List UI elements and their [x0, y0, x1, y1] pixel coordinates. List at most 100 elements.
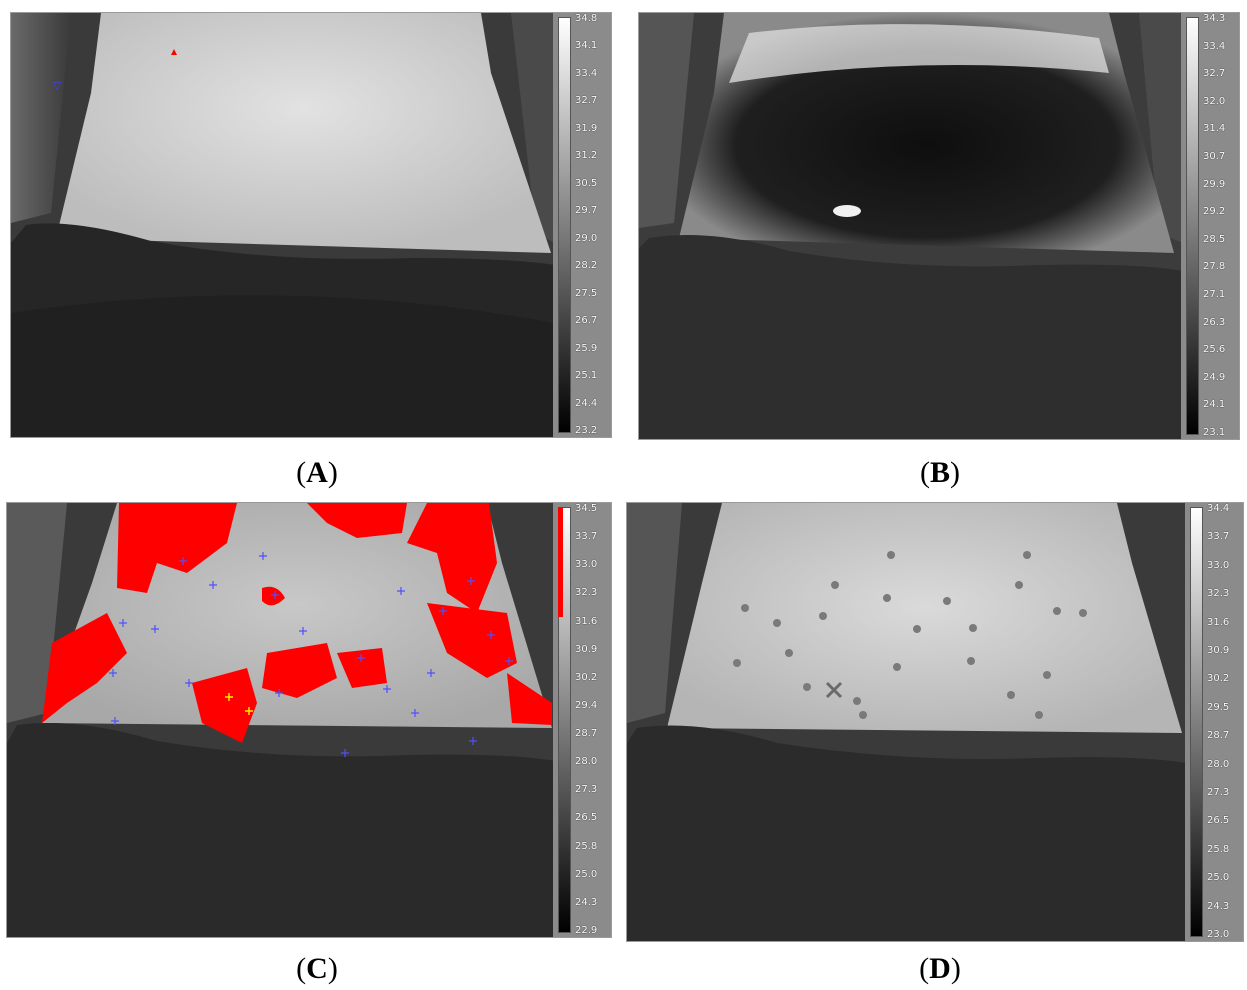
highlight-range-indicator [558, 507, 563, 617]
scale-tick-label: 30.2 [575, 671, 598, 683]
scale-tick-label: 25.1 [575, 370, 598, 382]
scale-tick-label: 29.9 [1203, 178, 1226, 190]
scale-tick-label: 26.5 [575, 812, 598, 824]
temperature-scale-b: 34.3 33.4 32.7 32.0 31.4 30.7 29.9 29.2 28.5 27.8… [1181, 13, 1239, 439]
caption-open: ( [919, 456, 930, 489]
scale-tick-label: 32.0 [1203, 95, 1226, 107]
scale-tick-label: 29.4 [575, 699, 598, 711]
scale-tick-label: 27.5 [575, 287, 598, 299]
thermal-scene-d [627, 503, 1187, 941]
scale-tick-label: 29.0 [575, 232, 598, 244]
scale-tick-label: 26.7 [575, 315, 598, 327]
scale-tick-label: 29.5 [1207, 701, 1230, 713]
caption-open: ( [919, 952, 930, 985]
scale-tick-label: 29.2 [1203, 206, 1226, 218]
caption-letter: D [929, 952, 951, 985]
scale-tick-label: 28.0 [1207, 758, 1230, 770]
scale-tick-label: 30.5 [575, 177, 598, 189]
scale-tick-label: 24.3 [1207, 900, 1230, 912]
caption-close: ) [950, 456, 960, 489]
scale-tick-label: 31.6 [575, 615, 598, 627]
scale-tick-label: 34.3 [1203, 13, 1226, 24]
scale-tick-label: 27.1 [1203, 289, 1226, 300]
scale-tick-label: 28.7 [575, 728, 598, 740]
scale-tick-label: 23.0 [1207, 929, 1230, 940]
scale-tick-label: 34.1 [575, 40, 598, 52]
scale-tick-label: 28.5 [1203, 233, 1226, 245]
scale-tick-label: 31.9 [575, 122, 598, 134]
scale-tick-label: 25.6 [1203, 344, 1226, 356]
thermal-image-b: 34.3 33.4 32.7 32.0 31.4 30.7 29.9 29.2 28.5 27.8… [638, 12, 1240, 440]
scale-ticks-b: 34.3 33.4 32.7 32.0 31.4 30.7 29.9 29.2 28.5 27.8… [1203, 13, 1239, 439]
scale-tick-label: 25.8 [575, 840, 598, 852]
scale-tick-label: 26.5 [1207, 815, 1230, 827]
scale-tick-label: 30.9 [1207, 645, 1230, 656]
scale-tick-label: 30.2 [1207, 673, 1230, 685]
scale-tick-label: 30.9 [575, 643, 598, 655]
scale-tick-label: 25.8 [1207, 843, 1230, 855]
scale-tick-label: 34.4 [1207, 503, 1230, 514]
scale-tick-label: 27.3 [575, 784, 598, 796]
temperature-scale-d: 34.4 33.7 33.0 32.3 31.6 30.9 30.2 29.5 28.7 28.0… [1185, 503, 1243, 941]
scale-tick-label: 27.8 [1203, 261, 1226, 273]
temperature-scale-c: 34.5 33.7 33.0 32.3 31.6 30.9 30.2 29.4 28.7 28.0… [553, 503, 611, 937]
caption-a: (A) [267, 456, 367, 490]
scale-tick-label: 31.2 [575, 150, 598, 162]
caption-b: (B) [890, 456, 990, 490]
scale-tick-label: 25.9 [575, 342, 598, 354]
scale-tick-label: 33.0 [1207, 559, 1230, 571]
temperature-gradient-b [1186, 17, 1199, 435]
scale-tick-label: 29.7 [575, 205, 598, 217]
scale-tick-label: 34.5 [575, 503, 598, 514]
thermal-scene-c [7, 503, 555, 937]
scale-tick-label: 33.0 [575, 559, 598, 571]
scale-tick-label: 32.3 [1207, 588, 1230, 600]
scale-ticks-d: 34.4 33.7 33.0 32.3 31.6 30.9 30.2 29.5 28.7 28.0… [1207, 503, 1243, 941]
scale-tick-label: 31.4 [1203, 123, 1226, 135]
scale-tick-label: 30.7 [1203, 151, 1226, 162]
thermal-image-d: 34.4 33.7 33.0 32.3 31.6 30.9 30.2 29.5 28.7 28.0… [626, 502, 1244, 942]
temperature-gradient-d [1190, 507, 1203, 937]
caption-open: ( [296, 456, 307, 489]
scale-tick-label: 28.0 [575, 756, 598, 768]
scale-tick-label: 24.4 [575, 397, 598, 409]
caption-close: ) [327, 456, 338, 489]
scale-tick-label: 28.2 [575, 260, 598, 272]
caption-close: ) [950, 952, 961, 985]
scale-tick-label: 31.6 [1207, 616, 1230, 628]
scale-ticks-a: 34.8 34.1 33.4 32.7 31.9 31.2 30.5 29.7 29.0 28.2… [575, 13, 611, 437]
scale-tick-label: 32.3 [575, 587, 598, 599]
triangle-marker-blue-icon: ▽ [53, 80, 62, 92]
scale-tick-label: 34.8 [575, 13, 598, 24]
temperature-scale-a: 34.8 34.1 33.4 32.7 31.9 31.2 30.5 29.7 29.0 28.2… [553, 13, 611, 437]
thermal-scene-b [639, 13, 1183, 439]
scale-tick-label: 24.1 [1203, 399, 1226, 411]
scale-tick-label: 32.7 [575, 95, 598, 107]
scale-tick-label: 33.7 [1207, 531, 1230, 543]
scale-tick-label: 25.0 [1207, 872, 1230, 884]
thermal-image-c: 34.5 33.7 33.0 32.3 31.6 30.9 30.2 29.4 28.7 28.0… [6, 502, 612, 938]
scale-tick-label: 26.3 [1203, 316, 1226, 328]
scale-tick-label: 32.7 [1203, 68, 1226, 80]
scale-tick-label: 23.2 [575, 425, 598, 436]
caption-c: (C) [267, 952, 367, 986]
thermal-image-a: ▽ 34.8 34.1 33.4 32.7 31.9 31.2 30.5 29.7 29.0 28… [10, 12, 612, 438]
caption-close: ) [327, 952, 338, 985]
caption-letter: A [306, 456, 328, 489]
scale-tick-label: 25.0 [575, 868, 598, 880]
scale-tick-label: 24.3 [575, 896, 598, 908]
caption-letter: B [929, 456, 950, 489]
scale-tick-label: 22.9 [575, 925, 598, 936]
scale-tick-label: 33.4 [1203, 40, 1226, 52]
scale-tick-label: 33.7 [575, 531, 598, 543]
thermal-scene-a [11, 13, 555, 437]
scale-tick-label: 24.9 [1203, 371, 1226, 383]
scale-tick-label: 27.3 [1207, 787, 1230, 798]
scale-ticks-c: 34.5 33.7 33.0 32.3 31.6 30.9 30.2 29.4 28.7 28.0… [575, 503, 611, 937]
temperature-gradient-a [558, 17, 571, 433]
caption-open: ( [296, 952, 307, 985]
caption-letter: C [306, 952, 328, 985]
scale-tick-label: 23.1 [1203, 427, 1226, 438]
caption-d: (D) [890, 952, 990, 986]
scale-tick-label: 28.7 [1207, 730, 1230, 742]
